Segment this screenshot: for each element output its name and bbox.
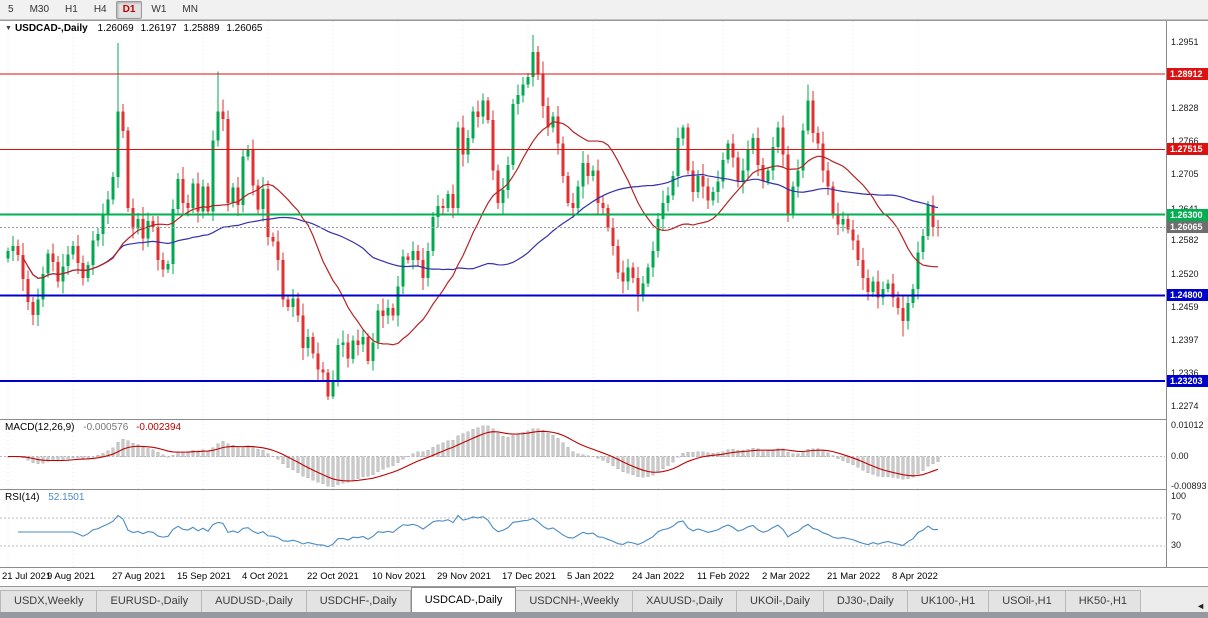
timeframe-button-h4[interactable]: H4 bbox=[93, 3, 107, 15]
rsi-value: 52.1501 bbox=[48, 492, 85, 503]
chart-tab-bar: USDX,Weekly EURUSD-,Daily AUDUSD-,Daily USD… bbox=[0, 586, 1208, 612]
chart-symbol-header: ▼ USDCAD-,Daily 1.26069 1.26197 1.25889 1… bbox=[5, 23, 262, 34]
rsi-line bbox=[18, 514, 939, 548]
chart-menu-icon[interactable]: ▼ bbox=[5, 25, 12, 32]
chart-tab-dj30-daily[interactable]: DJ30-,Daily bbox=[823, 590, 908, 612]
date-label: 4 Oct 2021 bbox=[242, 571, 289, 582]
timeframe-toolbar: 5 M30 H1 H4 D1 W1 MN bbox=[0, 0, 1208, 20]
rsi-tick-70: 70 bbox=[1171, 512, 1182, 522]
chart-tab-hk50-h1[interactable]: HK50-,H1 bbox=[1065, 590, 1142, 612]
macd-chart[interactable] bbox=[0, 420, 1165, 489]
price-tick-1.2520: 1.2520 bbox=[1171, 269, 1199, 279]
macd-main-value: -0.000576 bbox=[83, 422, 129, 433]
level-badge-1.24800: 1.24800 bbox=[1167, 289, 1208, 301]
macd-signal-line bbox=[7, 430, 939, 482]
chart-tab-usdcad-daily[interactable]: USDCAD-,Daily bbox=[410, 587, 517, 612]
chart-tab-audusd-daily[interactable]: AUDUSD-,Daily bbox=[202, 590, 307, 612]
timeframe-button-m30[interactable]: M30 bbox=[29, 3, 50, 15]
chart-tab-ukoil-daily[interactable]: UKOil-,Daily bbox=[737, 590, 824, 612]
chart-tab-usoil-h1[interactable]: USOil-,H1 bbox=[989, 590, 1066, 612]
chart-tab-usdx-weekly[interactable]: USDX,Weekly bbox=[0, 590, 98, 612]
date-label: 11 Feb 2022 bbox=[697, 571, 750, 582]
rsi-tick-100: 100 bbox=[1171, 491, 1187, 501]
level-badge-1.26300: 1.26300 bbox=[1167, 209, 1208, 221]
macd-panel: MACD(12,26,9) -0.000576 -0.002394 bbox=[0, 419, 1166, 489]
date-label: 8 Apr 2022 bbox=[892, 571, 938, 582]
date-label: 24 Jan 2022 bbox=[632, 571, 685, 582]
bar-low-value: 1.25889 bbox=[183, 23, 220, 34]
price-tick-1.2459: 1.2459 bbox=[1171, 302, 1199, 312]
date-label: 29 Nov 2021 bbox=[437, 571, 491, 582]
symbol-label: USDCAD-,Daily bbox=[14, 23, 88, 34]
bar-high-value: 1.26197 bbox=[140, 23, 177, 34]
timeframe-button-5[interactable]: 5 bbox=[8, 3, 14, 15]
date-label: 21 Mar 2022 bbox=[827, 571, 881, 582]
macd-signal-value: -0.002394 bbox=[136, 422, 182, 433]
candlesticks bbox=[6, 35, 940, 401]
rsi-panel: RSI(14) 52.1501 bbox=[0, 489, 1166, 567]
macd-tick-0.01012: 0.01012 bbox=[1171, 420, 1204, 430]
timeframe-button-d1[interactable]: D1 bbox=[115, 0, 143, 19]
price-tick-1.2828: 1.2828 bbox=[1171, 103, 1199, 113]
rsi-chart[interactable] bbox=[0, 490, 1165, 567]
date-label: 21 Jul 2021 bbox=[2, 571, 52, 582]
chart-tab-usdcnh-weekly[interactable]: USDCNH-,Weekly bbox=[516, 590, 633, 612]
macd-tick-0.00: 0.00 bbox=[1171, 451, 1189, 461]
price-tick-1.2766: 1.2766 bbox=[1171, 136, 1199, 146]
price-tick-1.2951: 1.2951 bbox=[1171, 37, 1199, 47]
candlestick-chart[interactable] bbox=[0, 21, 1165, 419]
macd-histogram bbox=[6, 425, 940, 487]
bar-open-value: 1.26069 bbox=[97, 23, 134, 34]
tabs-scroll-left-icon[interactable]: ◄ bbox=[1196, 601, 1205, 611]
rsi-label: RSI(14) 52.1501 bbox=[5, 492, 84, 503]
chart-tab-usdchf-daily[interactable]: USDCHF-,Daily bbox=[306, 590, 411, 612]
price-tick-1.2274: 1.2274 bbox=[1171, 401, 1199, 411]
date-label: 10 Nov 2021 bbox=[372, 571, 426, 582]
timeframe-button-w1[interactable]: W1 bbox=[151, 3, 167, 15]
macd-name: MACD(12,26,9) bbox=[5, 422, 75, 433]
level-badge-1.27515: 1.27515 bbox=[1167, 143, 1208, 155]
date-label: 5 Jan 2022 bbox=[567, 571, 615, 582]
date-label: 22 Oct 2021 bbox=[307, 571, 359, 582]
bottom-scrollbar[interactable] bbox=[0, 612, 1208, 618]
macd-tick--0.00893: -0.00893 bbox=[1171, 481, 1207, 491]
price-panel: ▼ USDCAD-,Daily 1.26069 1.26197 1.25889 1… bbox=[0, 21, 1166, 419]
date-label: 17 Dec 2021 bbox=[502, 571, 556, 582]
price-tick-1.2705: 1.2705 bbox=[1171, 169, 1199, 179]
date-label: 9 Aug 2021 bbox=[47, 571, 96, 582]
date-label: 15 Sep 2021 bbox=[177, 571, 231, 582]
timeframe-button-h1[interactable]: H1 bbox=[65, 3, 78, 15]
chart-window: ▼ USDCAD-,Daily 1.26069 1.26197 1.25889 1… bbox=[0, 20, 1208, 588]
price-tick-1.2397: 1.2397 bbox=[1171, 335, 1199, 345]
macd-label: MACD(12,26,9) -0.000576 -0.002394 bbox=[5, 422, 181, 433]
time-axis: 21 Jul 2021 9 Aug 2021 27 Aug 2021 15 Sep 2… bbox=[0, 567, 1208, 588]
ma-fast-line bbox=[22, 121, 939, 346]
chart-tab-eurusd-daily[interactable]: EURUSD-,Daily bbox=[97, 590, 203, 612]
level-badge-1.23203: 1.23203 bbox=[1167, 375, 1208, 387]
price-axis: 1.29511.28281.27661.27051.26411.25821.25… bbox=[1166, 21, 1208, 567]
ma-slow-line bbox=[27, 173, 939, 279]
price-tick-1.2582: 1.2582 bbox=[1171, 235, 1199, 245]
rsi-tick-30: 30 bbox=[1171, 540, 1182, 550]
current-price-badge: 1.26065 bbox=[1167, 221, 1208, 233]
chart-tab-uk100-h1[interactable]: UK100-,H1 bbox=[907, 590, 990, 612]
date-label: 27 Aug 2021 bbox=[112, 571, 166, 582]
level-badge-1.28912: 1.28912 bbox=[1167, 68, 1208, 80]
price-tick-1.2336: 1.2336 bbox=[1171, 368, 1199, 378]
rsi-name: RSI(14) bbox=[5, 492, 40, 503]
timeframe-button-mn[interactable]: MN bbox=[182, 3, 198, 15]
chart-tab-xauusd-daily[interactable]: XAUUSD-,Daily bbox=[633, 590, 738, 612]
date-label: 2 Mar 2022 bbox=[762, 571, 811, 582]
bar-close-value: 1.26065 bbox=[226, 23, 263, 34]
